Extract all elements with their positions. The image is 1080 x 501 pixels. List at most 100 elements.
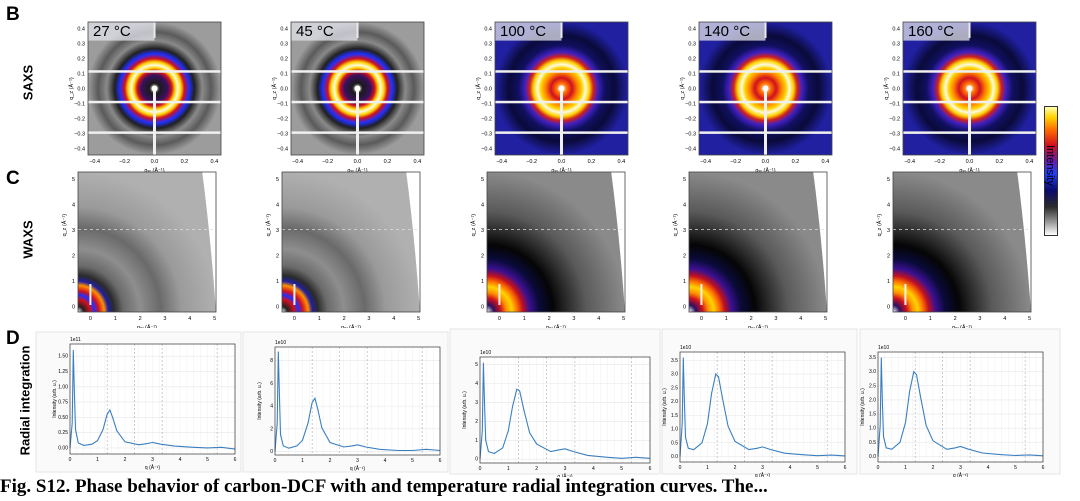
saxs-frame	[902, 21, 1037, 156]
waxs-x-tick: 3	[774, 316, 777, 322]
y-tick-label: 4	[475, 381, 478, 387]
saxs-y-tick: −0.3	[277, 131, 288, 137]
y-tick-label: 0	[475, 457, 478, 463]
saxs-y-tick: −0.3	[889, 131, 900, 137]
waxs-x-tick: 2	[343, 316, 346, 322]
waxs-pattern	[78, 172, 216, 312]
scale-label: 1e11	[70, 337, 81, 343]
waxs-frame	[281, 171, 421, 313]
waxs-panel: 0 1 2 3 4 5 5 4 3 2 1 0 qₓᵧ (Å⁻¹) q_z (Å⁻¹)	[61, 171, 217, 328]
saxs-y-tick: 0.4	[77, 27, 85, 33]
saxs-x-tick: 0.2	[588, 159, 596, 165]
y-tick-label: 1.25	[58, 369, 68, 375]
waxs-x-tick: 3	[978, 316, 981, 322]
y-tick-label: 3	[475, 400, 478, 406]
series-line	[274, 351, 441, 452]
saxs-x-tick: 0.4	[211, 159, 219, 165]
x-tick-label: 0	[274, 458, 277, 464]
x-tick-label: 3	[356, 458, 359, 464]
waxs-y-tick: 3	[481, 228, 484, 234]
axes-frame	[679, 351, 846, 463]
x-tick-label: 3	[761, 465, 764, 471]
saxs-y-tick: 0.0	[892, 87, 900, 93]
x-axis-label: q (Å⁻¹)	[755, 472, 770, 477]
y-tick-label: 8	[270, 358, 273, 364]
x-tick-label: 5	[206, 457, 209, 463]
temperature-label: 27 °C	[93, 23, 131, 40]
saxs-y-tick: 0.3	[688, 42, 696, 48]
waxs-y-tick: 2	[481, 253, 484, 259]
saxs-y-tick: −0.3	[481, 131, 492, 137]
saxs-panel: 100 °C −0.4 −0.2 0.0 0.2 0.4 0.4 0.3 0.2 0.1 0.0 −0…	[475, 21, 629, 174]
saxs-y-tick: 0.0	[280, 87, 288, 93]
waxs-y-tick: 0	[276, 304, 279, 310]
saxs-frame	[87, 21, 222, 156]
waxs-frame	[892, 171, 1032, 313]
waxs-frame	[486, 171, 626, 313]
detector-gap	[88, 70, 221, 73]
waxs-y-tick: 1	[72, 279, 75, 285]
waxs-y-tick: 1	[276, 279, 279, 285]
waxs-y-tick: 3	[887, 228, 890, 234]
waxs-x-tick: 4	[392, 316, 395, 322]
scale-label: 1e10	[878, 345, 889, 351]
y-tick-label: 6	[270, 381, 273, 387]
saxs-y-tick: 0.3	[280, 42, 288, 48]
y-axis-label: Intensity (arb. u.)	[860, 388, 866, 426]
y-tick-label: 0.0	[671, 454, 678, 460]
beam-center	[354, 85, 361, 92]
saxs-frame	[698, 21, 833, 156]
x-axis-label: q (Å⁻¹)	[145, 464, 160, 471]
waxs-x-tick: 5	[417, 316, 420, 322]
waxs-x-tick: 1	[523, 316, 526, 322]
y-tick-label: 4	[270, 404, 273, 410]
x-tick-label: 4	[789, 465, 792, 471]
waxs-y-axis-label: q_z (Å⁻¹)	[61, 214, 68, 237]
saxs-x-tick: 0.4	[618, 159, 626, 165]
x-tick-label: 4	[384, 458, 387, 464]
waxs-panel: 0 1 2 3 4 5 5 4 3 2 1 0 qₓᵧ (Å⁻¹) q_z (Å⁻¹)	[470, 171, 626, 328]
waxs-pattern	[689, 172, 827, 312]
saxs-frame	[494, 21, 629, 156]
x-tick-label: 2	[734, 465, 737, 471]
saxs-y-tick: −0.1	[685, 101, 696, 107]
waxs-y-tick: 2	[887, 253, 890, 259]
waxs-x-tick: 0	[89, 316, 92, 322]
temperature-label-bg	[291, 22, 358, 41]
y-axis-label: Intensity (arb. u.)	[662, 388, 668, 426]
y-tick-label: 2	[270, 426, 273, 432]
saxs-x-tick: 0.0	[151, 159, 159, 165]
waxs-x-tick: 3	[572, 316, 575, 322]
detector-gap	[291, 70, 424, 73]
y-tick-label: 2.5	[869, 383, 876, 389]
saxs-y-tick: 0.1	[77, 72, 85, 78]
waxs-y-tick: 1	[683, 279, 686, 285]
waxs-y-tick: 4	[276, 202, 279, 208]
x-tick-label: 2	[329, 458, 332, 464]
temperature-label-bg	[903, 22, 970, 41]
waxs-x-tick: 3	[163, 316, 166, 322]
x-tick-label: 1	[96, 457, 99, 463]
waxs-x-tick: 2	[750, 316, 753, 322]
saxs-panel: 45 °C −0.4 −0.2 0.0 0.2 0.4 0.4 0.3 0.2 0.1 0.0 −0.…	[271, 21, 425, 174]
saxs-x-axis-label: qₓᵧ (Å⁻¹)	[959, 167, 979, 174]
saxs-x-tick: 0.4	[822, 159, 830, 165]
saxs-x-tick: −0.4	[700, 159, 711, 165]
waxs-x-tick: 4	[597, 316, 600, 322]
saxs-y-tick: 0.2	[892, 57, 900, 63]
y-tick-label: 2	[475, 419, 478, 425]
saxs-x-tick: −0.2	[526, 159, 537, 165]
waxs-x-tick: 0	[700, 316, 703, 322]
saxs-y-tick: −0.4	[277, 146, 288, 152]
saxs-x-tick: −0.2	[322, 159, 333, 165]
saxs-x-tick: −0.4	[496, 159, 507, 165]
beamstop	[764, 88, 767, 155]
x-tick-label: 5	[1014, 465, 1017, 471]
beamstop	[293, 284, 296, 305]
y-tick-label: 3.5	[869, 355, 876, 361]
x-axis-label: q (Å⁻¹)	[953, 472, 968, 477]
saxs-y-tick: −0.1	[481, 101, 492, 107]
waxs-y-tick: 0	[887, 304, 890, 310]
